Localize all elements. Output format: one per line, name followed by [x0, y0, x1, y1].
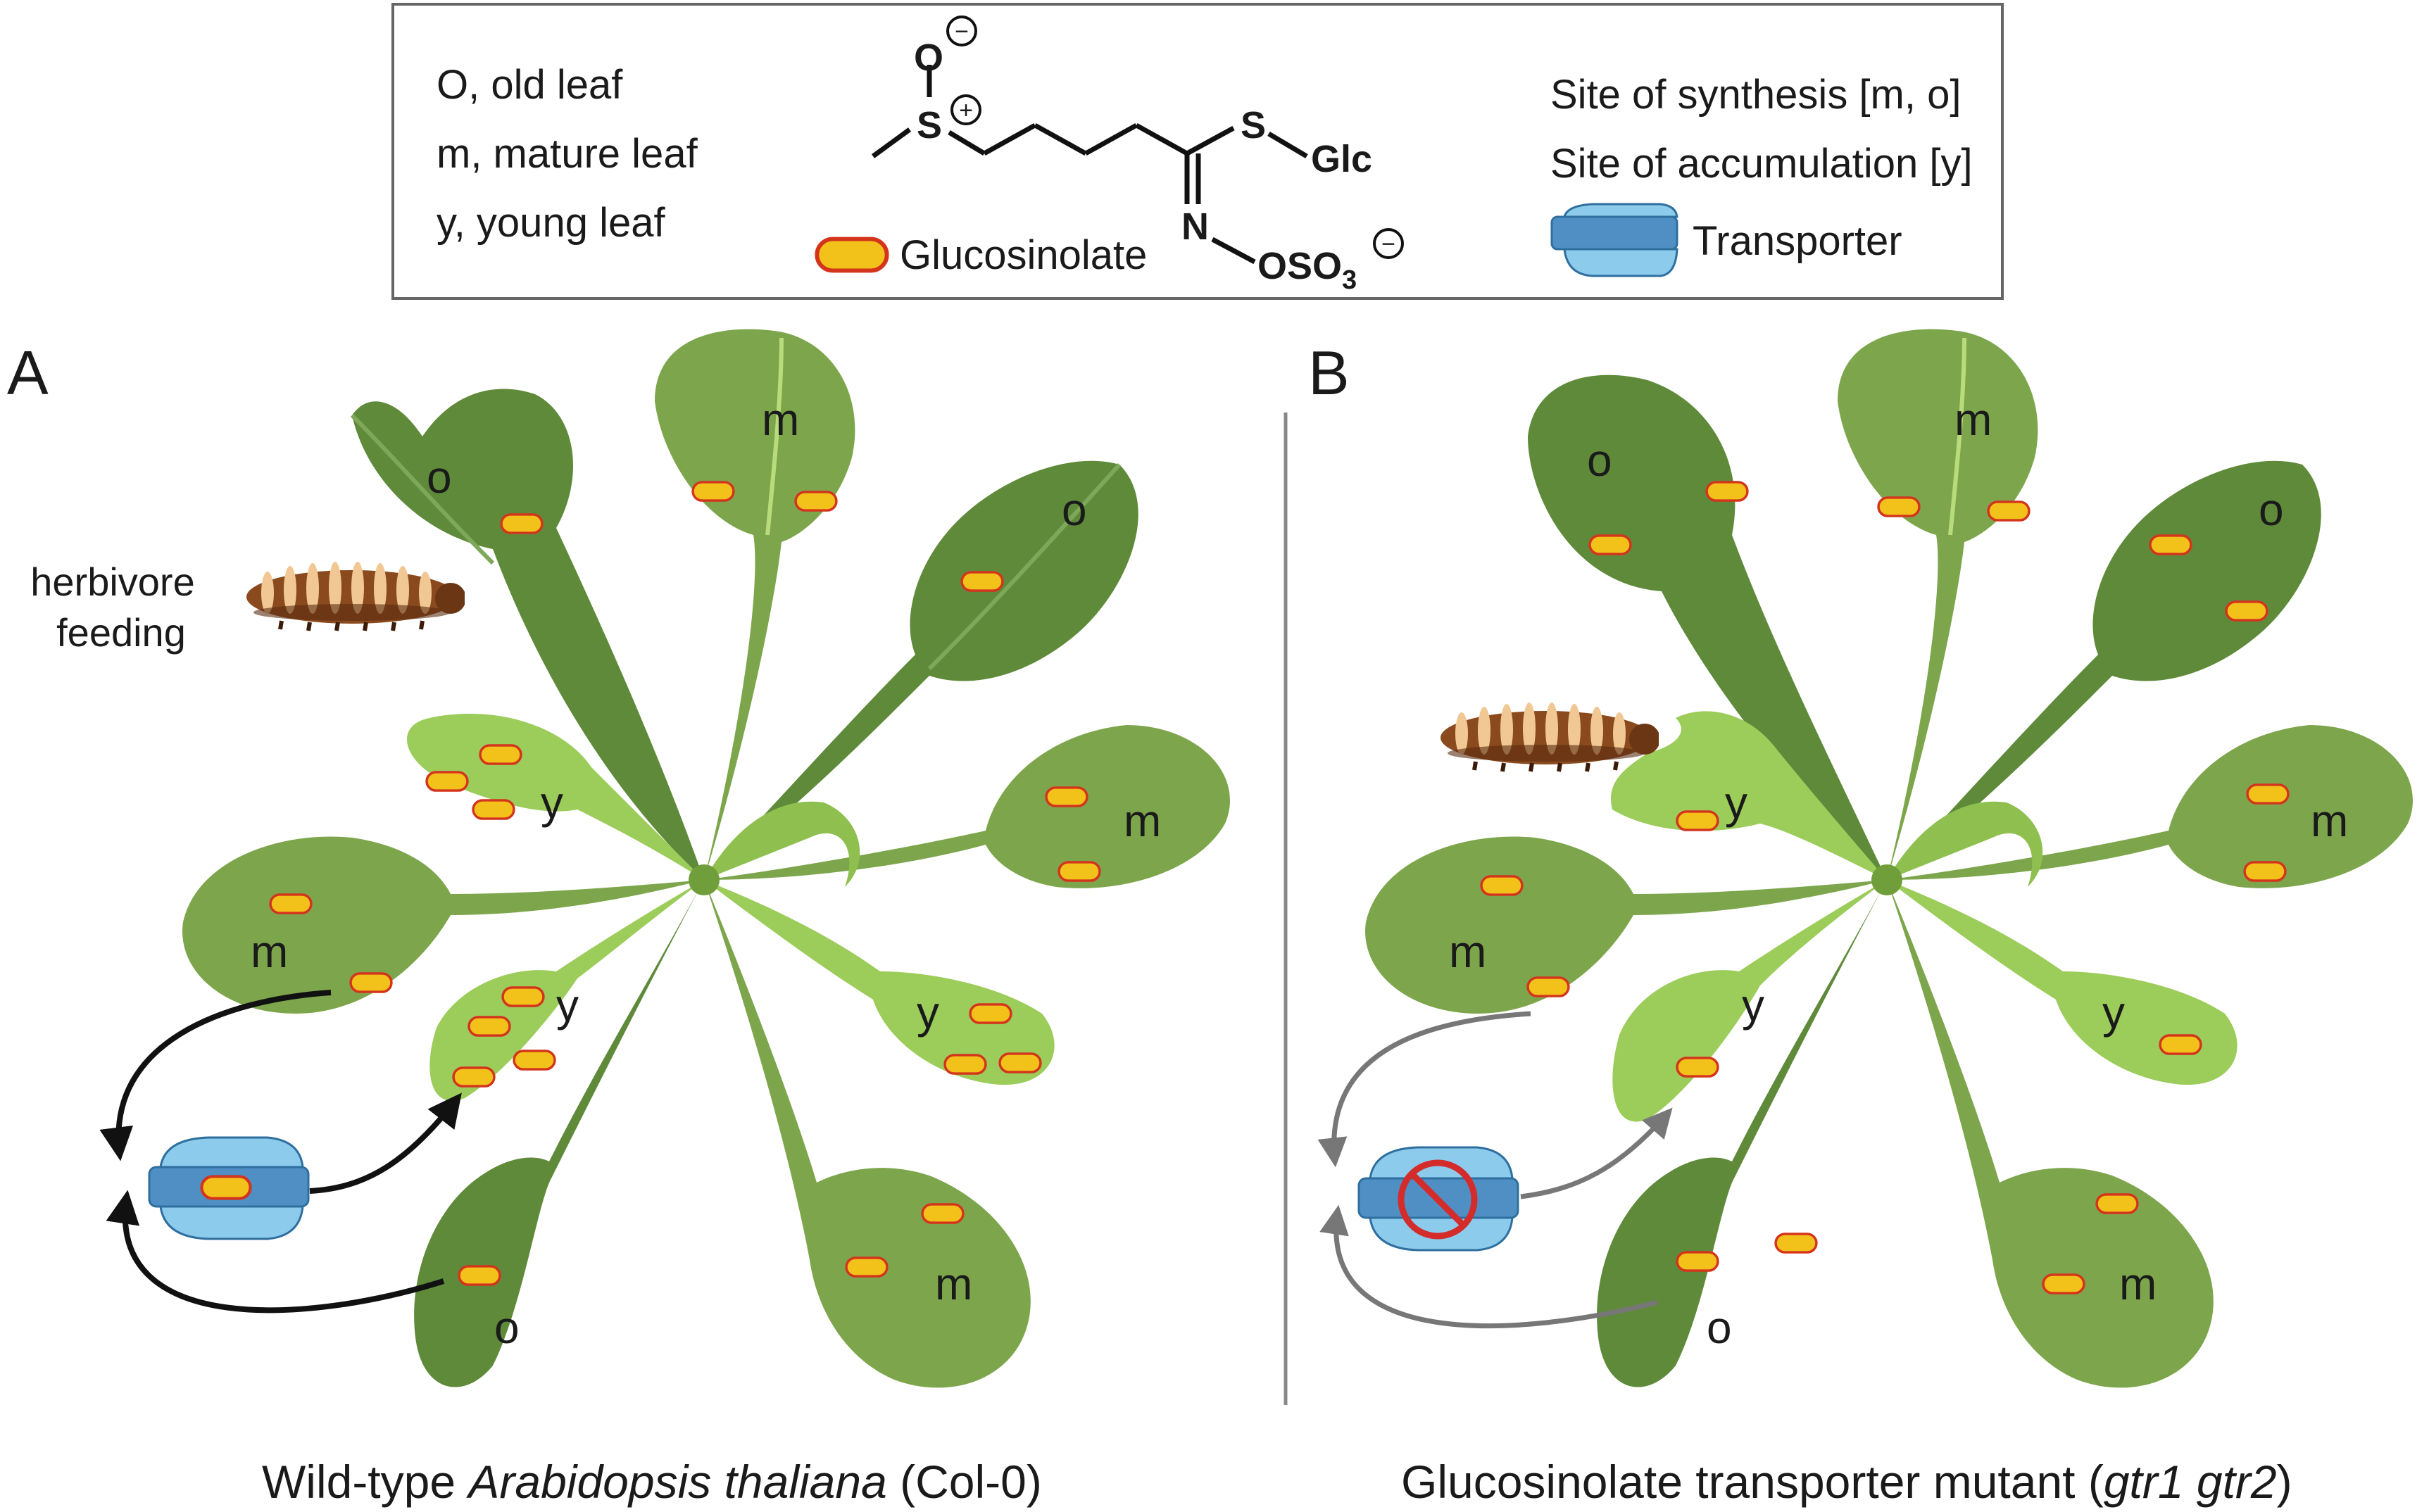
leaf-b-mature-top: [1838, 329, 2038, 880]
legend-transporter-label: Transporter: [1693, 218, 1902, 264]
chem-oxygen: O: [914, 37, 943, 79]
leaf-label: y: [917, 987, 939, 1038]
leaf-label: m: [251, 926, 288, 977]
leaf-label: m: [2311, 795, 2348, 846]
chem-sulfur-thio: S: [1241, 104, 1266, 146]
leaf-b-young-topleft: [1611, 711, 1887, 880]
chem-sulfur-sulfoxide: S: [917, 104, 942, 146]
leaf-label: o: [494, 1302, 520, 1353]
leaf-b-mature-right: [1887, 725, 2414, 888]
chem-charge-plus: +: [959, 97, 973, 124]
panel-a-leaves: [182, 329, 1231, 1388]
panel-b: B o m o: [1308, 329, 2414, 1508]
leaf-label: y: [541, 777, 563, 828]
leaf-a-young-right: [704, 880, 1055, 1085]
legend-young-leaf: y, young leaf: [437, 200, 665, 246]
leaf-label: y: [1725, 777, 1747, 828]
herbivore-label-line1: herbivore: [30, 560, 194, 604]
panel-b-leaves: [1365, 329, 2414, 1388]
leaf-label: m: [1449, 926, 1486, 977]
leaf-label: m: [1954, 394, 1992, 445]
blocked-icon: [1398, 1159, 1478, 1240]
panel-b-arrows: [1317, 1011, 1673, 1329]
leaf-a-mature-left: [182, 836, 704, 1014]
leaf-label: m: [762, 394, 799, 445]
caption-a: Wild-type Arabidopsis thaliana (Col-0): [262, 1456, 1042, 1508]
glucosinolate-structure: [871, 65, 1308, 265]
legend-glucosinolate-label: Glucosinolate: [900, 232, 1147, 278]
panel-b-letter: B: [1308, 338, 1350, 408]
leaf-label: y: [2102, 987, 2125, 1038]
plus-charge-circle: [950, 94, 981, 125]
legend-mature-leaf: m, mature leaf: [437, 131, 698, 177]
leaf-a-shoot: [704, 801, 860, 887]
panel-a: A: [7, 329, 1231, 1508]
panel-a-arrows: [99, 990, 462, 1313]
minus-charge-circle-2: [1373, 228, 1404, 259]
leaf-label: m: [1124, 795, 1161, 846]
transporter-b: [1357, 1146, 1519, 1252]
leaf-label: o: [2259, 484, 2284, 535]
legend-old-leaf: O, old leaf: [437, 62, 623, 108]
leaf-a-old-bottomleft: [414, 880, 704, 1387]
chem-oso3: OSO3: [1257, 245, 1357, 295]
panel-a-letter: A: [7, 338, 49, 408]
leaf-a-mature-top: [655, 329, 855, 880]
leaf-b-old-bottomleft: [1597, 880, 1887, 1387]
caterpillar-a: [246, 562, 466, 631]
leaf-a-mature-bottomright: [704, 880, 1031, 1388]
leaf-b-young-right: [1887, 880, 2237, 1085]
legend-box: O, old leaf m, mature leaf y, young leaf…: [391, 3, 2004, 300]
transporter-a: [148, 1136, 310, 1240]
leaf-b-mature-bottomright: [1887, 880, 2214, 1388]
legend-transporter-icon: [1550, 203, 1678, 277]
leaf-label: o: [1707, 1302, 1732, 1353]
legend-site-accumulation: Site of accumulation [y]: [1550, 141, 1973, 187]
leaf-label: o: [427, 452, 452, 503]
chem-glc: Glc: [1311, 138, 1372, 180]
leaf-label: y: [556, 980, 579, 1031]
leaf-b-shoot: [1887, 801, 2043, 887]
leaf-a-old-topleft: [352, 389, 704, 880]
leaf-b-old-topright: [1887, 460, 2321, 880]
leaf-label: o: [1587, 435, 1612, 486]
herbivore-label-line2: feeding: [56, 610, 186, 655]
legend-site-synthesis: Site of synthesis [m, o]: [1550, 72, 1961, 118]
leaf-label: m: [2119, 1259, 2157, 1309]
chem-nitrogen: N: [1181, 206, 1209, 248]
leaf-a-mature-right: [704, 725, 1231, 888]
leaf-b-mature-left: [1365, 836, 1887, 1014]
chem-charge-minus-2: −: [1381, 231, 1395, 258]
leaf-b-old-topleft: [1528, 374, 1887, 880]
minus-charge-circle: [946, 15, 977, 46]
leaf-label: m: [935, 1259, 972, 1309]
leaf-a-young-midleft: [429, 880, 704, 1101]
leaf-label: o: [1062, 484, 1087, 535]
chem-charge-minus-1: −: [955, 18, 969, 45]
leaf-label: y: [1742, 980, 1764, 1031]
caterpillar-b: [1441, 703, 1660, 771]
transported-glucosinolate: [201, 1176, 250, 1198]
caption-b: Glucosinolate transporter mutant (gtr1 g…: [1401, 1456, 2292, 1508]
